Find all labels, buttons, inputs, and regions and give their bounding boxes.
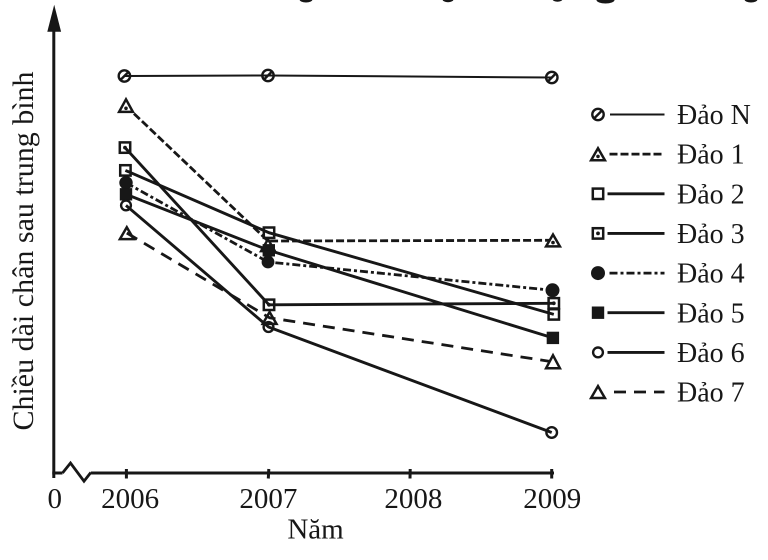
svg-text:2008: 2008 [384,483,442,515]
svg-text:2007: 2007 [239,483,297,515]
svg-text:Đảo 4: Đảo 4 [677,259,745,290]
svg-text:Đảo 5: Đảo 5 [677,298,745,329]
svg-text:Đảo 6: Đảo 6 [677,338,745,369]
svg-text:2006: 2006 [101,483,159,515]
svg-text:Năm: Năm [287,514,344,546]
svg-text:Đảo 2: Đảo 2 [677,179,745,210]
svg-text:0: 0 [47,483,62,515]
svg-text:Đảo N: Đảo N [677,100,751,131]
svg-text:Đảo 3: Đảo 3 [677,219,745,250]
svg-text:Chiều dài chân sau trung bình: Chiều dài chân sau trung bình [7,71,40,430]
svg-text:2009: 2009 [523,483,581,515]
svg-text:Đảo 7: Đảo 7 [677,378,745,409]
svg-text:Đảo 1: Đảo 1 [677,140,745,171]
